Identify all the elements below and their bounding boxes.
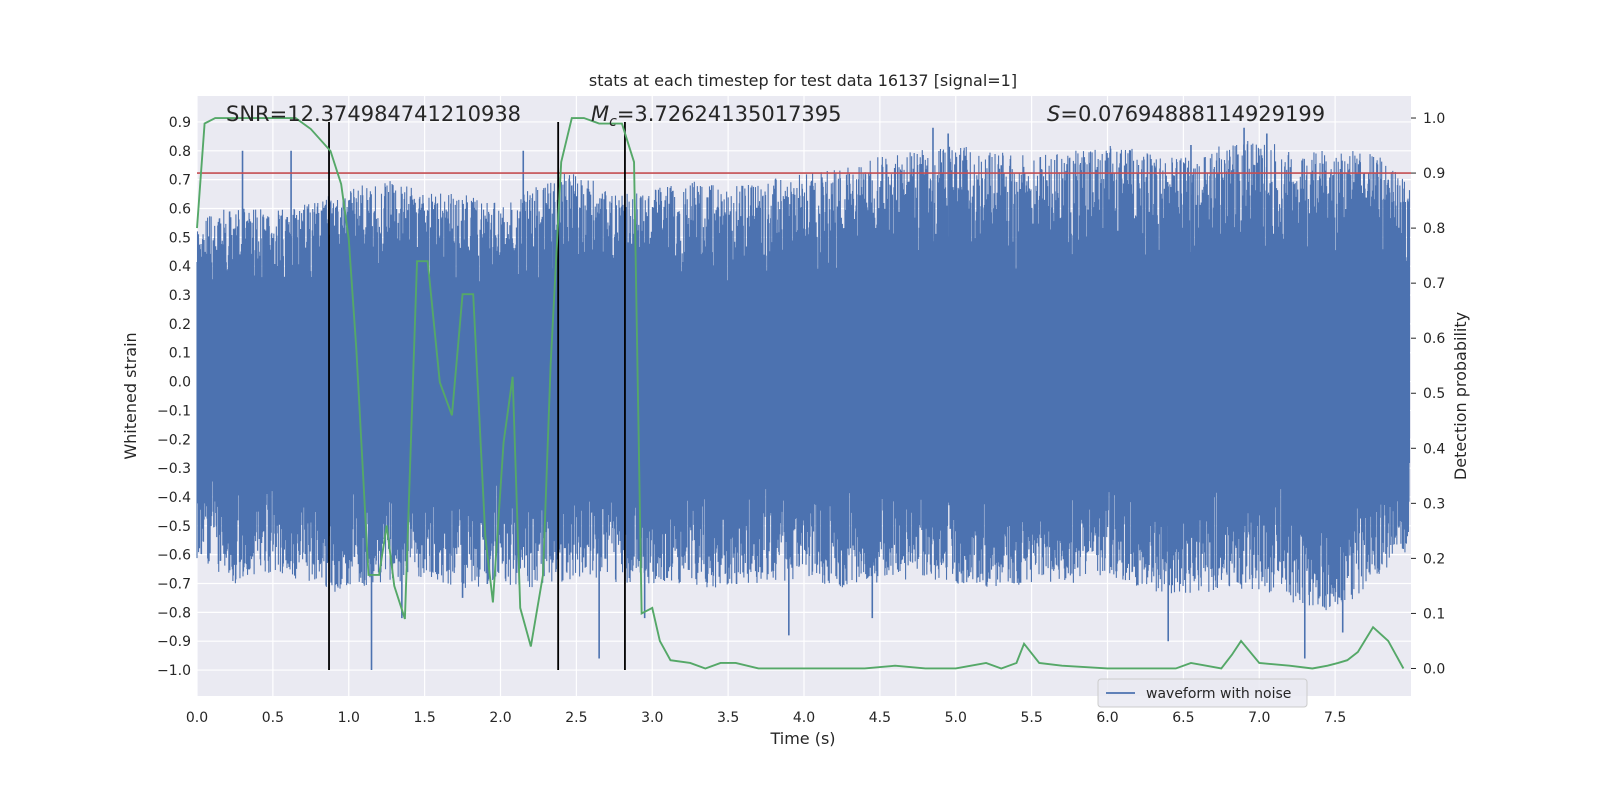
x-tick-label: 6.0	[1096, 710, 1118, 726]
y-tick-label: 0.1	[169, 346, 191, 362]
y-tick-label: −0.4	[157, 490, 191, 506]
y-tick-label: −0.5	[157, 519, 191, 535]
s-symbol: S	[1047, 102, 1060, 126]
x-axis-ticks: 0.0 0.5 1.0 1.5 2.0 2.5 3.0 3.5 4.0 4.5 5.0 5.5 6.0 6…	[186, 710, 1346, 726]
waveform-trace	[196, 141, 1411, 611]
y2-tick-label: 0.0	[1423, 661, 1445, 677]
chart-title: stats at each timestep for test data 161…	[589, 71, 1017, 90]
chirp-mass-value: =3.72624135017395	[617, 102, 842, 126]
y-tick-label: 0.7	[169, 173, 191, 189]
probability-line	[196, 117, 1405, 670]
x-tick-label: 7.5	[1324, 710, 1346, 726]
y-tick-label: 0.4	[169, 259, 191, 275]
x-tick-label: 0.5	[262, 710, 284, 726]
waveform-series	[196, 127, 1411, 671]
y-tick-label: −0.6	[157, 548, 191, 564]
y-tick-label: −0.2	[157, 432, 191, 448]
probability-series	[196, 117, 1405, 670]
legend-box	[1097, 678, 1308, 708]
legend-label: waveform with noise	[1146, 686, 1291, 702]
snr-annotation: SNR=12.374984741210938	[226, 102, 521, 126]
y-tick-label: −0.9	[157, 634, 191, 650]
y-tick-label: 0.2	[169, 317, 191, 333]
x-tick-label: 2.0	[489, 710, 511, 726]
y-tick-label: −0.1	[157, 403, 191, 419]
s-annotation: S=0.07694888114929199	[1047, 102, 1325, 126]
x-tick-label: 3.5	[717, 710, 739, 726]
y2-tick-label: 0.2	[1423, 551, 1445, 567]
y2-tick-label: 1.0	[1423, 111, 1445, 127]
x-tick-label: 2.5	[565, 710, 587, 726]
y-tick-label: 0.6	[169, 202, 191, 218]
y2-axis-ticks: 1.0 0.9 0.8 0.7 0.6 0.5 0.4 0.3 0.2 0.1 0.0	[1411, 111, 1445, 677]
y-tick-label: 0.5	[169, 230, 191, 246]
y-tick-label: 0.0	[169, 375, 191, 391]
x-tick-label: 5.5	[1020, 710, 1042, 726]
y-tick-label: −0.7	[157, 577, 191, 593]
y2-tick-label: 0.4	[1423, 441, 1445, 457]
y-tick-label: −0.8	[157, 605, 191, 621]
legend: waveform with noise	[1097, 678, 1308, 708]
y-tick-label: −1.0	[157, 663, 191, 679]
y-tick-label: −0.3	[157, 461, 191, 477]
y-tick-label: 0.9	[169, 115, 191, 131]
y2-tick-label: 0.3	[1423, 496, 1445, 512]
x-tick-label: 1.5	[413, 710, 435, 726]
y2-tick-label: 0.7	[1423, 276, 1445, 292]
y2-tick-label: 0.8	[1423, 221, 1445, 237]
y2-tick-label: 0.9	[1423, 166, 1445, 182]
y2-tick-label: 0.5	[1423, 386, 1445, 402]
x-tick-label: 7.0	[1248, 710, 1270, 726]
y-tick-label: 0.3	[169, 288, 191, 304]
x-tick-label: 6.5	[1172, 710, 1194, 726]
chirp-mass-annotation: Mc=3.72624135017395	[591, 102, 842, 130]
x-tick-label: 4.5	[869, 710, 891, 726]
y2-tick-label: 0.1	[1423, 606, 1445, 622]
chirp-mass-subscript: c	[609, 114, 617, 130]
x-axis-label: Time (s)	[769, 729, 835, 748]
x-tick-label: 5.0	[945, 710, 967, 726]
y-axis-ticks: 0.9 0.8 0.7 0.6 0.5 0.4 0.3 0.2 0.1 0.0 −0.1 −0.2 −0…	[157, 115, 191, 679]
x-tick-label: 1.0	[338, 710, 360, 726]
x-tick-label: 0.0	[186, 710, 208, 726]
x-tick-label: 3.0	[641, 710, 663, 726]
x-tick-label: 4.0	[793, 710, 815, 726]
chirp-mass-symbol: M	[591, 102, 609, 126]
y2-axis-label: Detection probability	[1451, 312, 1470, 480]
y2-tick-label: 0.6	[1423, 331, 1445, 347]
y-tick-label: 0.8	[169, 144, 191, 160]
s-value: =0.07694888114929199	[1060, 102, 1325, 126]
y-axis-label: Whitened strain	[121, 332, 140, 459]
